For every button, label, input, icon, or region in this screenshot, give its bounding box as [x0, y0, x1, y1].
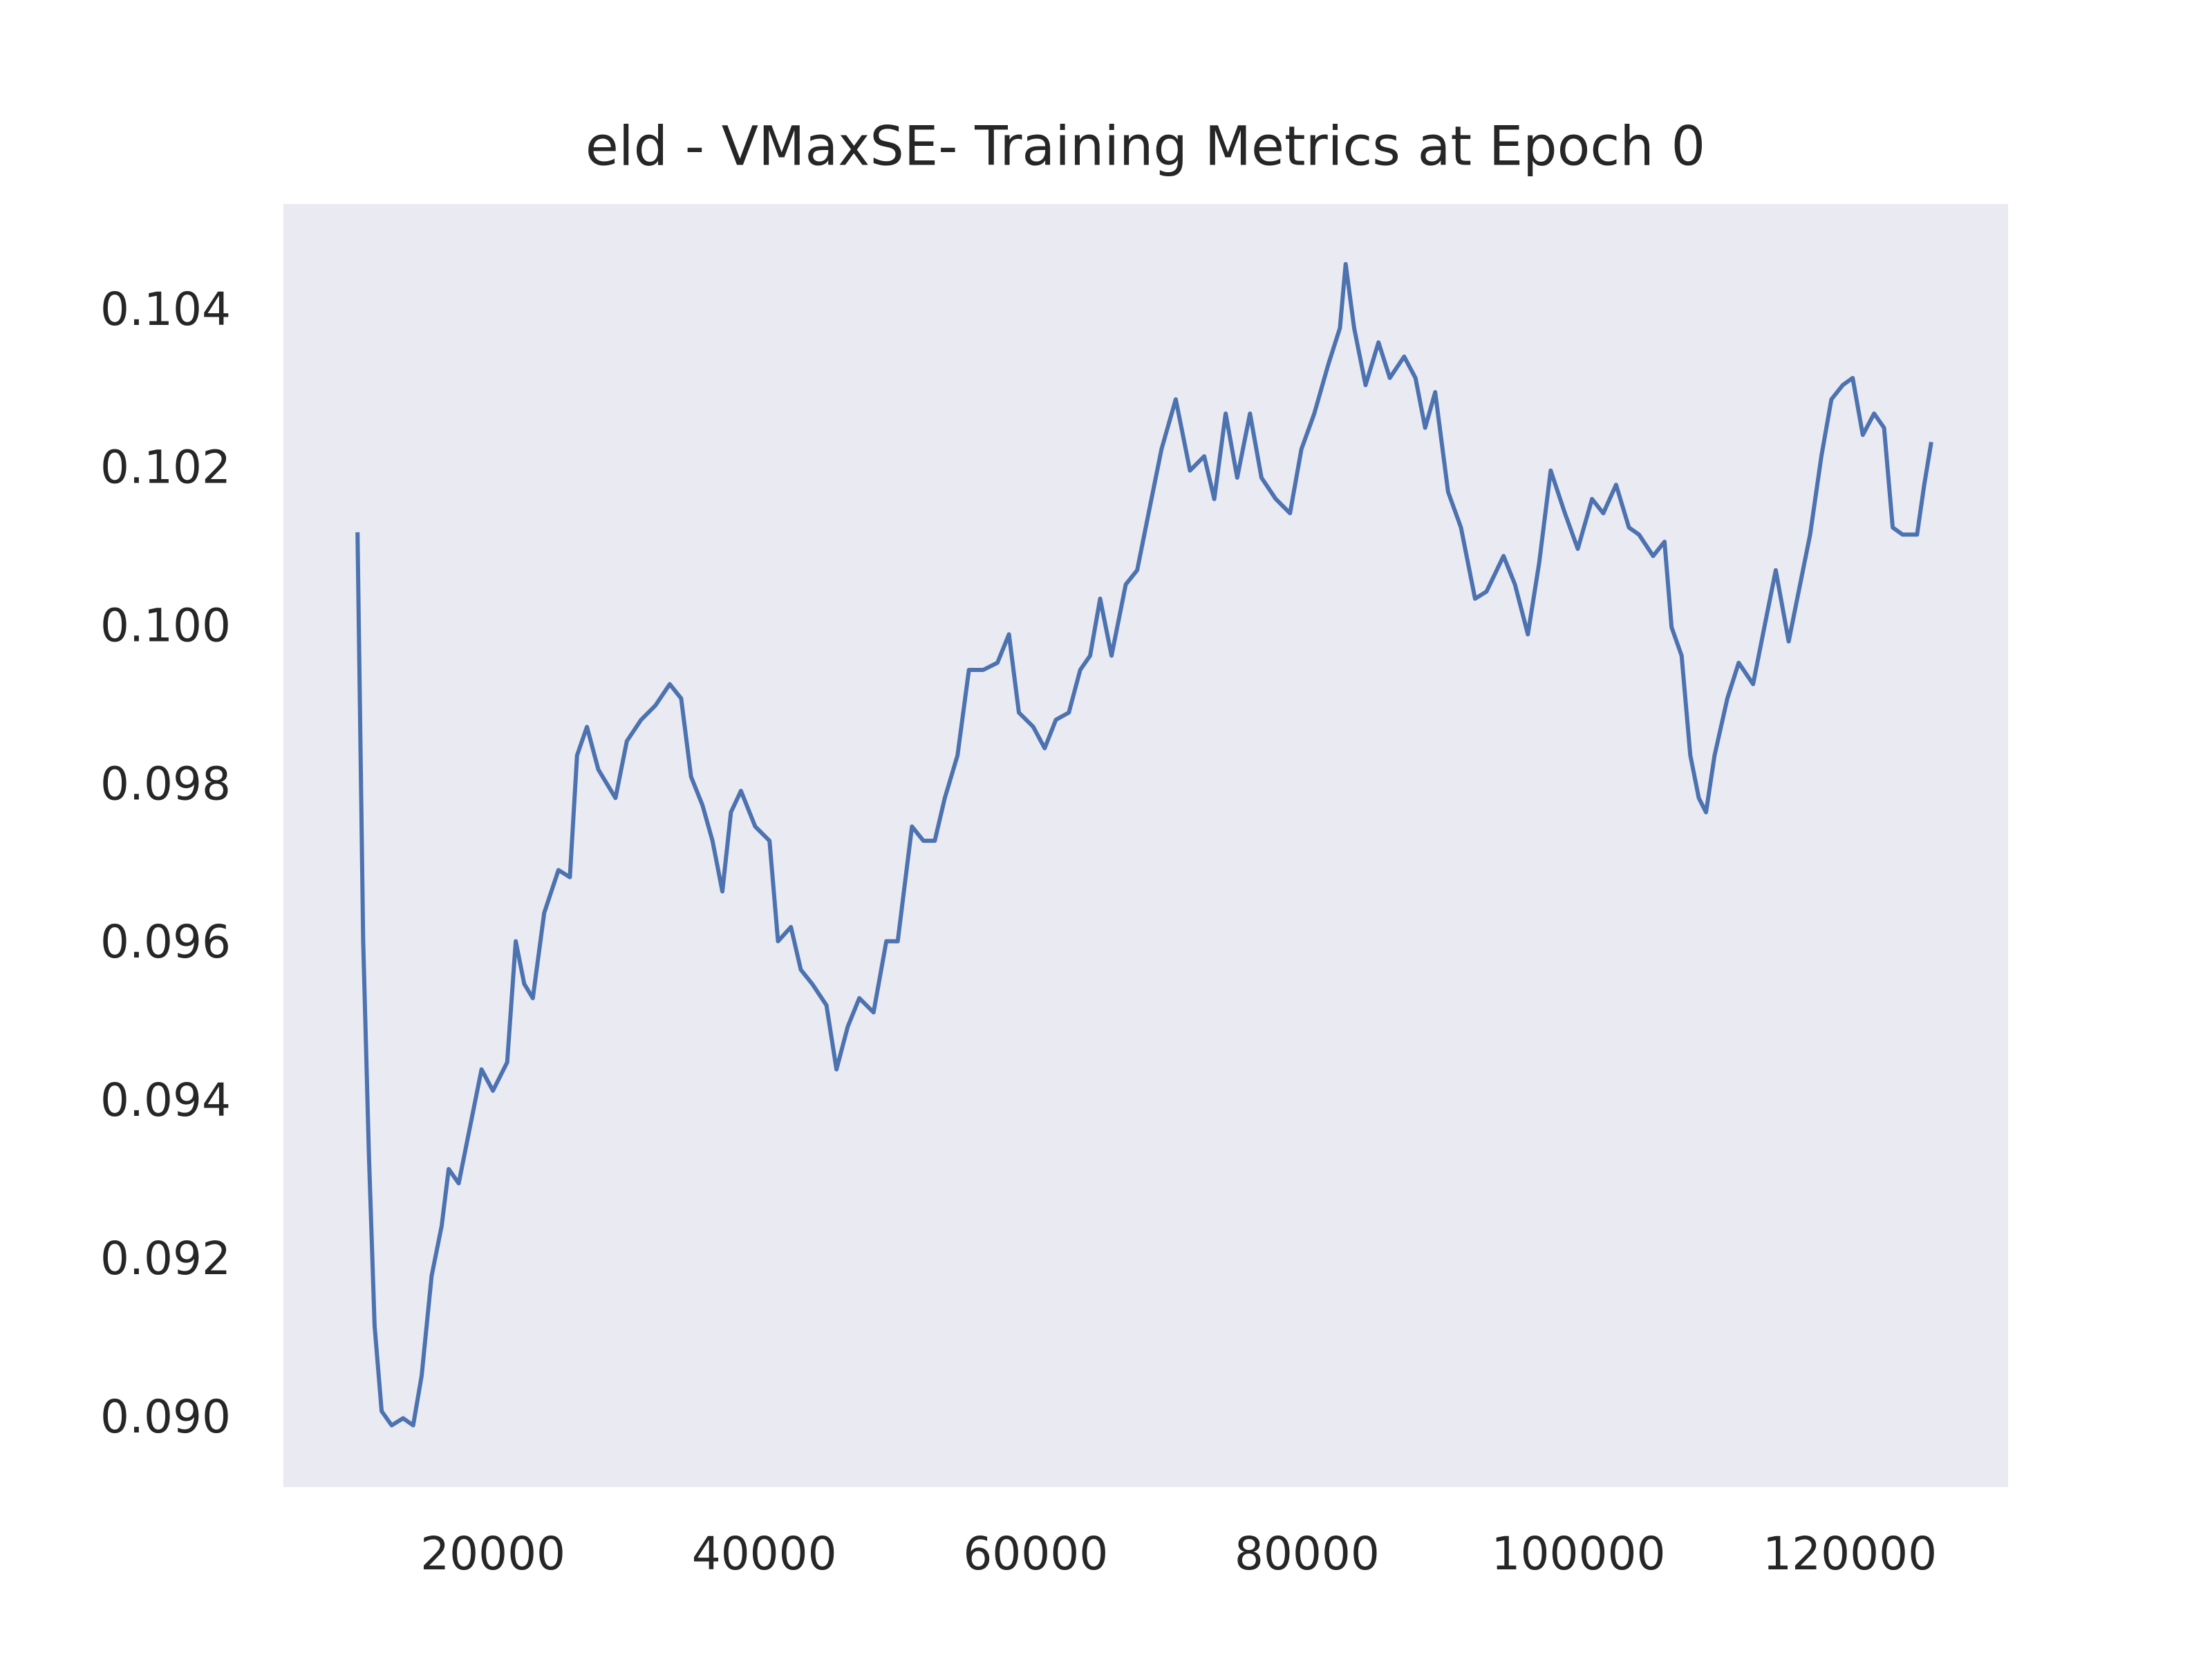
y-tick-label: 0.102 [100, 441, 231, 494]
y-tick-label: 0.094 [100, 1074, 231, 1127]
x-tick-label: 80000 [1235, 1527, 1380, 1580]
x-tick-label: 60000 [963, 1527, 1108, 1580]
chart-title: eld - VMaxSE- Training Metrics at Epoch … [585, 115, 1705, 178]
y-tick-label: 0.100 [100, 599, 231, 653]
x-tick-label: 40000 [692, 1527, 837, 1580]
line-series [355, 262, 1933, 1428]
y-tick-label: 0.090 [100, 1390, 231, 1444]
y-tick-label: 0.096 [100, 915, 231, 969]
x-tick-label: 100000 [1492, 1527, 1666, 1580]
x-tick-label: 120000 [1763, 1527, 1937, 1580]
y-tick-label: 0.098 [100, 757, 231, 810]
plot-area [283, 204, 2008, 1487]
y-tick-label: 0.092 [100, 1232, 231, 1285]
x-tick-label: 20000 [420, 1527, 565, 1580]
y-tick-label: 0.104 [100, 283, 231, 336]
